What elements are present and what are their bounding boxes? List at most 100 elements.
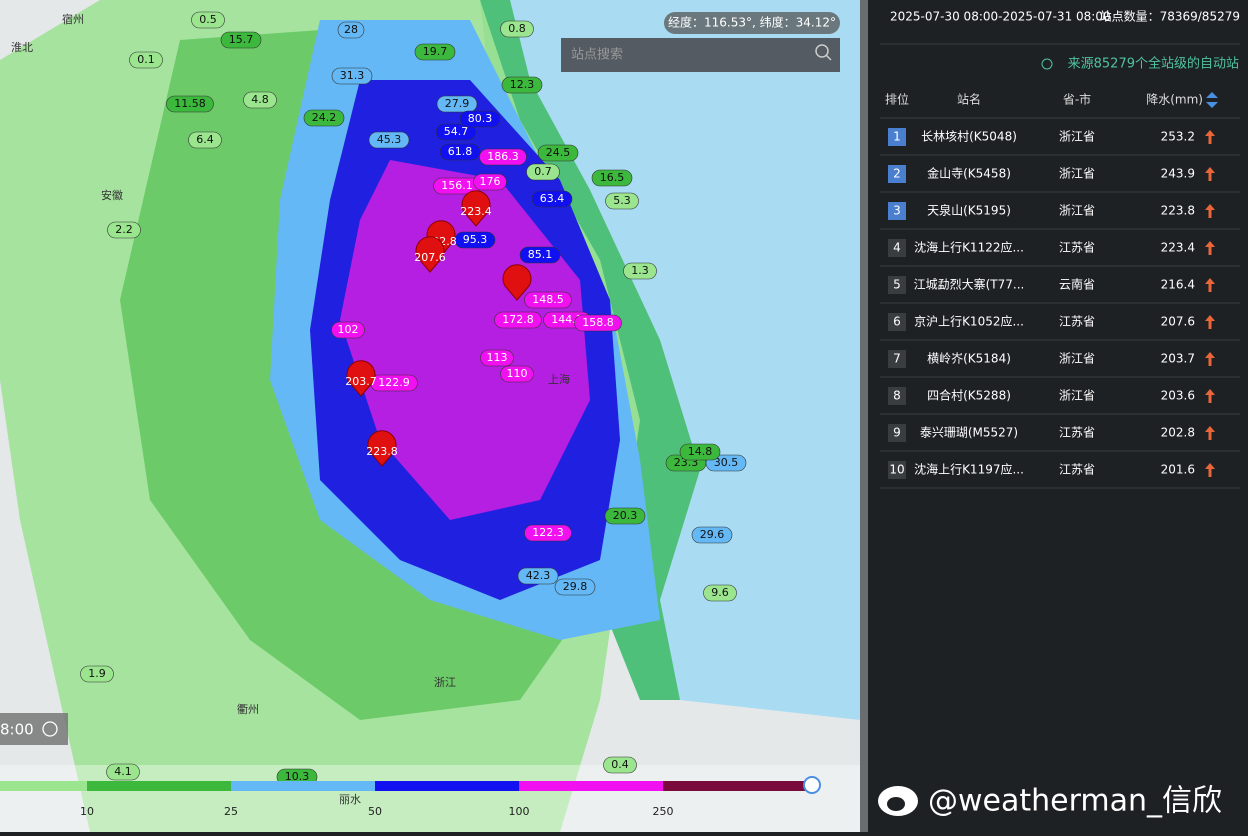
cell: 8 [893,389,901,403]
cell: 2 [893,167,901,181]
station-pill[interactable] [679,443,721,461]
station-value: 102 [338,323,359,336]
station-pill[interactable] [107,221,141,239]
station-pill[interactable] [220,31,262,49]
cell: 1 [893,130,901,144]
marker[interactable] [502,264,532,301]
station-pill[interactable] [454,231,496,249]
place-name: 衢州 [237,703,259,716]
station-pill[interactable] [691,526,733,544]
station-pill[interactable] [435,123,477,141]
place-name: 上海 [548,372,570,386]
station-pill[interactable] [554,578,596,596]
station-pill[interactable] [519,246,561,264]
station-pill[interactable] [303,109,345,127]
marker[interactable] [461,190,491,227]
station-pill[interactable] [623,262,657,280]
station-pill[interactable] [524,524,572,542]
sort-icon[interactable] [1206,92,1218,108]
search-icon[interactable] [815,44,829,58]
station-pill[interactable] [605,192,639,210]
station-pill[interactable] [436,95,478,113]
cell[interactable]: 金山寺(K5458) [927,166,1011,181]
source: 来源85279个全站级的自动站 [1068,56,1239,72]
station-pill[interactable] [480,349,514,367]
station-pill[interactable] [531,190,573,208]
station-pill[interactable] [703,584,737,602]
weibo-icon-eye [887,797,905,811]
station-pill[interactable] [574,314,622,332]
station-pill[interactable] [603,756,637,774]
marker[interactable] [415,236,445,273]
legend-knob[interactable] [803,776,821,794]
close-icon[interactable] [42,721,58,737]
station-value: 4.1 [114,765,132,778]
station-pill[interactable] [604,507,646,525]
cell: 203.6 [1161,389,1195,403]
station-pill[interactable] [243,91,277,109]
divider[interactable] [860,0,868,832]
station-pill[interactable] [80,665,114,683]
station-pill[interactable] [368,131,410,149]
legend-tick: 50 [368,805,382,818]
station-pill[interactable] [166,95,214,113]
rank-badge [888,165,906,183]
search-box[interactable] [561,38,840,72]
column-header: 排位 [885,92,909,107]
station-pill[interactable] [473,173,507,191]
marker[interactable] [367,430,397,467]
time-range: 2025-07-30 08:00-2025-07-31 08:00 [890,10,1111,24]
station-pill[interactable] [526,163,560,181]
station-pill[interactable] [500,20,534,38]
station-pill[interactable] [517,567,559,585]
rank-badge [888,387,906,405]
cell[interactable]: 四合村(K5288) [927,388,1011,403]
station-pill[interactable] [500,365,534,383]
info-icon [1041,58,1053,70]
station-pill[interactable] [331,67,373,85]
cell[interactable]: 沈海上行K1197应... [914,462,1024,477]
station-pill[interactable] [479,148,527,166]
cell: 9 [893,426,901,440]
station-value: 24.2 [312,111,337,124]
station-pill[interactable] [106,763,140,781]
cell[interactable]: 横岭岕(K5184) [927,351,1011,366]
station-count: 站点数量：78369/85279 [1100,9,1240,24]
map[interactable]: 经度：116.53°, 纬度：34.12° 站点搜索 8:00 0.5 0.1 4.… [0,0,860,832]
station-value: 85.1 [528,248,553,261]
trend-up-icon [1205,463,1215,477]
cell[interactable]: 天泉山(K5195) [927,204,1011,218]
cell[interactable]: 沈海上行K1122应... [914,240,1024,255]
station-pill[interactable] [191,11,225,29]
trend-up-icon [1205,315,1215,329]
station-pill[interactable] [337,21,365,39]
place-name: 淮北 [11,41,33,54]
station-pill[interactable] [537,144,579,162]
side-panel: 2025-07-30 08:00-2025-07-31 08:00 站点数量：7… [880,9,1240,489]
cell: 3 [893,204,901,218]
station-value: 11.58 [174,97,206,110]
column-header: 站名 [957,92,981,107]
cell[interactable]: 京沪上行K1052应... [914,314,1024,329]
cell[interactable]: 江城勐烈大寨(T77... [914,277,1025,292]
station-value: 122.9 [378,376,410,389]
station-pill[interactable] [459,110,501,128]
station-pill[interactable] [501,76,543,94]
station-value: 1.3 [631,264,649,277]
station-pill[interactable] [129,51,163,69]
station-pill[interactable] [524,291,572,309]
station-pill[interactable] [331,321,365,339]
cell[interactable]: 长林垓村(K5048) [921,129,1017,144]
marker[interactable] [346,360,376,397]
legend-tick: 10 [80,805,94,818]
station-pill[interactable] [494,311,542,329]
station-pill[interactable] [414,43,456,61]
cell[interactable]: 泰兴珊瑚(M5527) [920,425,1018,440]
station-pill[interactable] [439,143,481,161]
station-pill[interactable] [591,169,633,187]
station-pill[interactable] [188,131,222,149]
column-header[interactable]: 降水(mm) [1146,93,1203,107]
rank-badge [888,202,906,220]
